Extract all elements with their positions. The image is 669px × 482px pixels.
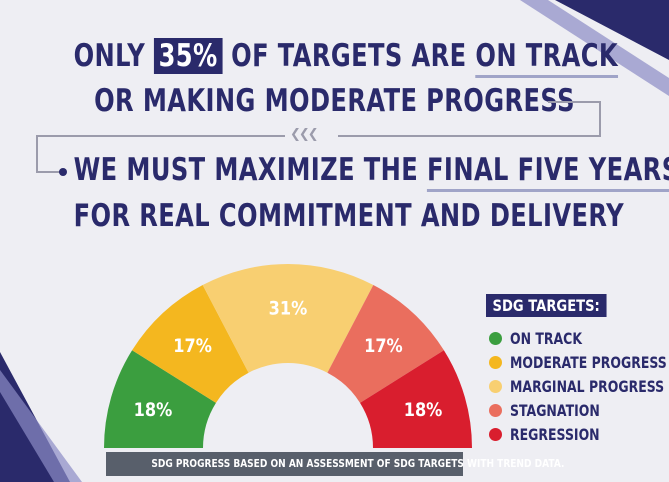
legend-label: MODERATE PROGRESS <box>510 352 667 372</box>
legend-label: STAGNATION <box>510 400 600 420</box>
legend-label: MARGINAL PROGRESS <box>510 376 665 396</box>
legend-dot-icon <box>489 331 502 345</box>
gauge-segment-marginal-progress <box>202 264 374 373</box>
legend-dot-icon <box>489 427 502 441</box>
highlight-percent: 35% <box>153 38 223 74</box>
sdg-gauge-chart: 18% 17% 31% 17% 18% <box>104 264 472 448</box>
gauge-segment-moderate-progress <box>132 284 249 403</box>
connector-middle-right <box>338 135 601 137</box>
legend-dot-icon <box>489 403 502 417</box>
legend-item: MARGINAL PROGRESS <box>489 374 669 398</box>
footer-text: SDG PROGRESS BASED ON AN ASSESSMENT OF S… <box>151 457 565 470</box>
legend-dot-icon <box>489 355 502 369</box>
gauge-segment-stagnation <box>327 284 444 403</box>
bullet-dot <box>59 168 67 176</box>
connector-middle-left <box>37 135 285 137</box>
chevron-left-icon: ❮❮❮ <box>290 127 319 142</box>
gauge-segment-regression <box>360 350 472 448</box>
gauge-label-regression: 18% <box>404 400 443 422</box>
legend-item: ON TRACK <box>489 326 669 350</box>
legend-dot-icon <box>489 379 502 393</box>
legend-label: REGRESSION <box>510 424 600 444</box>
connector-right-horizontal <box>548 101 600 103</box>
headline-mid: OF TARGETS ARE <box>222 38 476 74</box>
connector-right-vertical <box>599 101 601 137</box>
legend-label: ON TRACK <box>510 328 583 348</box>
headline-line-2: OR MAKING MODERATE PROGRESS <box>94 83 575 119</box>
headline-line-4: FOR REAL COMMITMENT AND DELIVERY <box>73 198 624 234</box>
footer-note: SDG PROGRESS BASED ON AN ASSESSMENT OF S… <box>106 452 564 476</box>
gauge-label-on-track: 18% <box>134 400 173 422</box>
connector-left-vertical <box>36 135 38 173</box>
legend-title: SDG TARGETS: <box>486 294 607 317</box>
gauge-segment-on-track <box>104 350 216 448</box>
gauge-label-stagnation: 17% <box>364 336 403 358</box>
headline-line-3: WE MUST MAXIMIZE THE FINAL FIVE YEARS <box>73 152 669 192</box>
gauge-label-moderate-progress: 17% <box>173 336 212 358</box>
headline-pre: ONLY <box>73 38 154 74</box>
legend-item: MODERATE PROGRESS <box>489 350 669 374</box>
underlined-final-five-years: FINAL FIVE YEARS <box>427 152 669 192</box>
gauge-label-marginal-progress: 31% <box>269 298 308 320</box>
legend: ON TRACK MODERATE PROGRESS MARGINAL PROGRE… <box>489 326 669 446</box>
legend-item: STAGNATION <box>489 398 669 422</box>
underlined-on-track: ON TRACK <box>475 38 619 78</box>
headline-line3-pre: WE MUST MAXIMIZE THE <box>73 152 428 188</box>
connector-left-horizontal <box>36 171 61 173</box>
legend-item: REGRESSION <box>489 422 669 446</box>
headline-line-1: ONLY 35% OF TARGETS ARE ON TRACK <box>73 38 619 78</box>
